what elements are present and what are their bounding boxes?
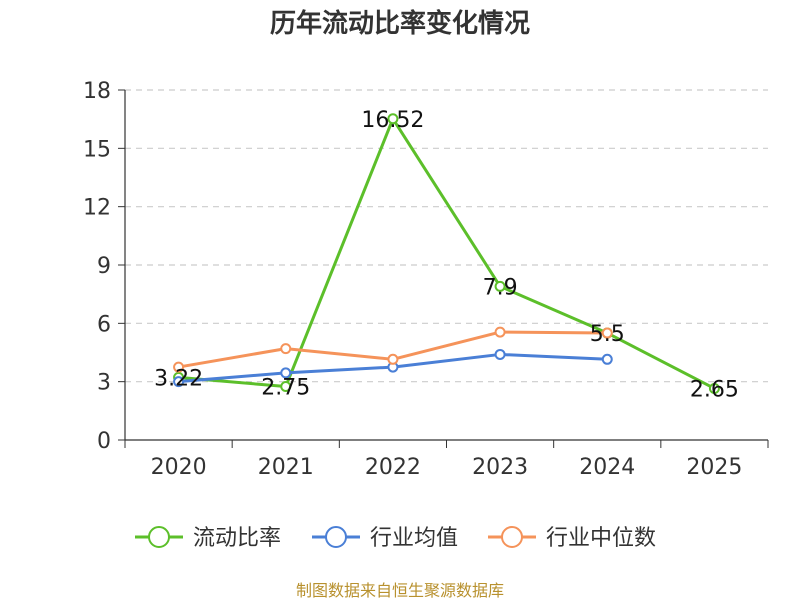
data-point xyxy=(173,376,185,388)
data-label: 2.75 xyxy=(261,376,310,401)
data-point xyxy=(494,348,506,360)
legend-item-0[interactable]: 流动比率 xyxy=(135,526,281,551)
data-source-note: 制图数据来自恒生聚源数据库 xyxy=(296,581,504,600)
series-layer xyxy=(173,113,720,394)
x-tick-label: 2023 xyxy=(472,455,528,480)
data-point xyxy=(280,381,292,393)
data-label: 16.52 xyxy=(361,108,424,133)
legend[interactable]: 流动比率 行业均值 行业中位数 xyxy=(135,526,656,551)
legend-marker xyxy=(148,526,170,548)
series-line-0 xyxy=(178,117,716,390)
legend-marker xyxy=(325,526,347,548)
axes: 0 3 6 9 12 15 18 2020 2021 2022 2023 2024 2025 xyxy=(83,79,769,480)
y-tick-label: 18 xyxy=(83,79,111,104)
data-point xyxy=(280,343,292,355)
y-tick-label: 3 xyxy=(97,371,111,396)
data-point xyxy=(280,367,292,379)
legend-item-1[interactable]: 行业均值 xyxy=(312,526,458,551)
legend-marker xyxy=(501,526,523,548)
y-tick-label: 9 xyxy=(97,254,111,279)
data-point xyxy=(387,353,399,365)
data-label: 7.9 xyxy=(483,275,518,300)
x-tick-label: 2020 xyxy=(151,455,207,480)
x-tick-label: 2024 xyxy=(579,455,635,480)
y-tick-label: 15 xyxy=(83,137,111,162)
data-point xyxy=(601,353,613,365)
legend-label: 流动比率 xyxy=(193,526,281,551)
data-label: 5.5 xyxy=(590,322,625,347)
x-tick-label: 2021 xyxy=(258,455,314,480)
data-point xyxy=(173,361,185,373)
data-labels: 3.22 2.75 16.52 7.9 5.5 2.65 xyxy=(154,108,739,403)
y-tick-label: 6 xyxy=(97,312,111,337)
data-point xyxy=(601,327,613,339)
data-point xyxy=(494,326,506,338)
legend-label: 行业均值 xyxy=(370,526,458,551)
y-tick-label: 12 xyxy=(83,196,111,221)
y-tick-label: 0 xyxy=(97,429,111,454)
chart-title: 历年流动比率变化情况 xyxy=(270,8,530,39)
data-point xyxy=(387,113,399,125)
grid xyxy=(125,89,768,383)
x-tick-label: 2022 xyxy=(365,455,421,480)
x-tick-label: 2025 xyxy=(686,455,742,480)
data-point xyxy=(708,382,720,394)
legend-item-2[interactable]: 行业中位数 xyxy=(488,526,656,551)
legend-label: 行业中位数 xyxy=(546,526,656,551)
data-label: 2.65 xyxy=(690,377,739,402)
data-point xyxy=(494,280,506,292)
data-label: 3.22 xyxy=(154,366,203,391)
